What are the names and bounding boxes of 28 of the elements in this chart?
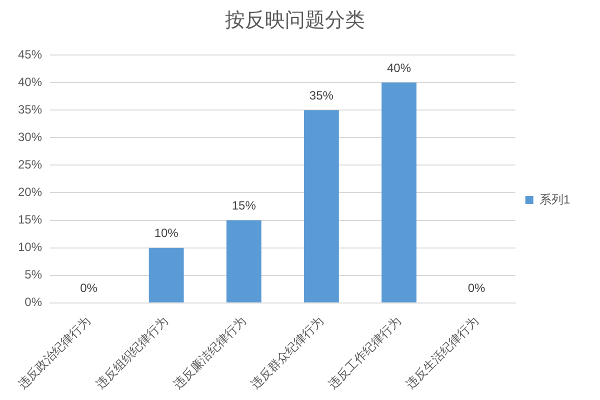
x-tick-label: 违反生活纪律行为 [403,314,482,392]
y-tick-label: 15% [18,212,42,227]
data-label: 40% [386,60,412,75]
data-label: 0% [80,281,98,296]
y-tick-label: 40% [18,74,42,89]
y-tick-label: 25% [18,158,42,172]
data-label: 10% [154,226,179,240]
y-tick-label: 10% [18,240,42,254]
x-tick-label: 违反廉洁纪律行为 [170,314,248,392]
data-label: 15% [232,198,256,213]
y-tick-label: 5% [24,268,42,282]
x-tick-label: 违反政治纪律行为 [15,314,94,392]
data-label: 35% [309,88,334,102]
chart-title: 按反映问题分类 [225,10,365,32]
bar [304,110,339,302]
bar [382,82,416,302]
legend-label: 系列1 [539,192,570,206]
y-tick-label: 30% [18,130,42,144]
x-tick-label: 违反工作纪律行为 [326,314,404,392]
x-tick-label: 违反群众纪律行为 [248,314,326,392]
x-tick-label: 违反组织纪律行为 [93,314,171,392]
y-tick-label: 45% [18,47,42,62]
bar [148,248,184,302]
bar [226,220,262,302]
y-tick-label: 20% [18,185,42,200]
y-tick-label: 35% [18,102,42,116]
data-label: 0% [468,281,486,296]
y-tick-label: 0% [24,295,42,310]
